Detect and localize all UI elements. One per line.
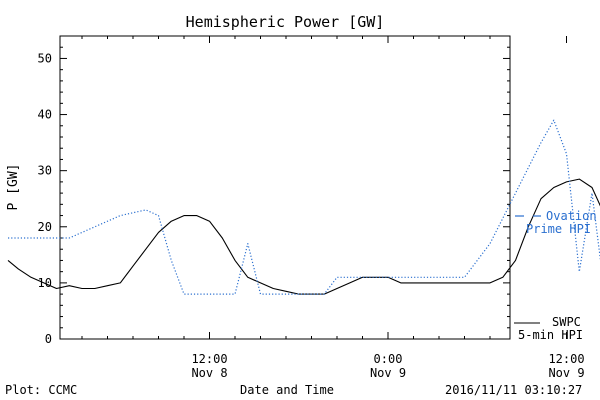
x-tick-label-time: 12:00 xyxy=(548,352,584,366)
y-tick-label: 20 xyxy=(38,220,52,234)
footer-timestamp: 2016/11/11 03:10:27 xyxy=(445,383,582,397)
legend-ovation-label-line2: Prime HPI xyxy=(526,222,591,236)
plot-frame xyxy=(59,35,511,340)
x-tick-label-date: Nov 9 xyxy=(370,366,406,380)
y-tick-label: 0 xyxy=(45,332,52,346)
chart-title: Hemispheric Power [GW] xyxy=(186,13,385,31)
x-axis-label: Date and Time xyxy=(240,383,334,397)
legend-swpc-label-line1: SWPC xyxy=(552,315,581,329)
x-tick-label-date: Nov 9 xyxy=(548,366,584,380)
series-line-swpc xyxy=(7,178,600,295)
x-tick-label-time: 12:00 xyxy=(191,352,227,366)
plot-area xyxy=(59,35,511,340)
legend-ovation-label-line1: Ovation xyxy=(546,209,597,223)
y-tick-label: 40 xyxy=(38,108,52,122)
y-axis-label: P [GW] xyxy=(6,164,21,211)
series-line-ovation xyxy=(8,119,600,295)
x-tick-label-date: Nov 8 xyxy=(191,366,227,380)
y-tick-label: 50 xyxy=(38,51,52,65)
legend-swpc-label-line2: 5-min HPI xyxy=(518,328,583,342)
legend: Ovation Prime HPI SWPC 5-min HPI xyxy=(514,209,597,342)
x-tick-label-time: 0:00 xyxy=(374,352,403,366)
y-tick-label: 30 xyxy=(38,164,52,178)
footer-plot-credit: Plot: CCMC xyxy=(5,383,77,397)
series-layer xyxy=(7,119,600,295)
